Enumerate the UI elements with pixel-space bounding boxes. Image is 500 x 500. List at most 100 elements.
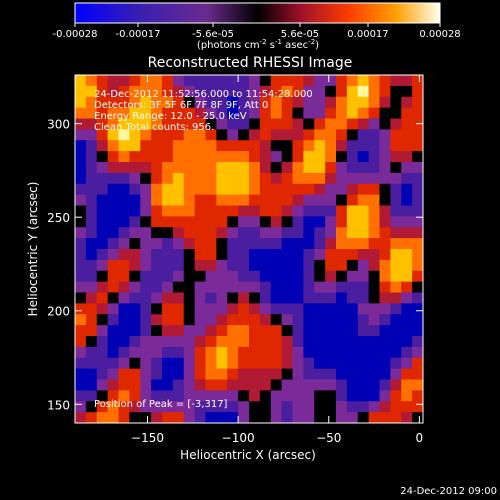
heatmap-cell <box>238 85 250 98</box>
heatmap-cell <box>96 238 109 250</box>
heatmap-cell <box>216 194 228 206</box>
heatmap-cell <box>412 336 424 348</box>
heatmap-cell <box>140 281 152 293</box>
heatmap-cell <box>281 390 293 402</box>
heatmap-cell <box>401 259 413 272</box>
heatmap-cell <box>238 336 250 348</box>
heatmap-cell <box>85 172 98 185</box>
heatmap-cell <box>379 249 391 261</box>
heatmap-cell <box>75 346 87 359</box>
heatmap-cell <box>336 75 348 87</box>
heatmap-cell <box>205 129 217 141</box>
heatmap-cell <box>205 151 217 163</box>
heatmap-cell <box>292 379 304 391</box>
heatmap-cell <box>238 194 250 206</box>
heatmap-cell <box>151 118 163 130</box>
heatmap-cell <box>401 390 413 402</box>
heatmap-cell <box>249 336 261 348</box>
heatmap-cell <box>183 292 196 304</box>
heatmap-cell <box>227 85 239 98</box>
heatmap-cell <box>292 129 304 141</box>
heatmap-cell <box>270 129 283 141</box>
heatmap-cell <box>390 314 402 326</box>
heatmap-cell <box>183 390 196 402</box>
heatmap-cell <box>151 85 163 98</box>
heatmap-cell <box>140 401 152 413</box>
heatmap-cell <box>336 336 348 348</box>
heatmap-cell <box>107 357 119 370</box>
heatmap-cell <box>368 96 380 109</box>
heatmap-cell <box>216 292 228 304</box>
heatmap-cell <box>162 401 174 413</box>
heatmap-cell <box>249 238 261 250</box>
heatmap-cell <box>281 303 293 315</box>
heatmap-cell <box>270 357 283 370</box>
heatmap-cell <box>259 390 272 402</box>
heatmap-cell <box>357 183 370 196</box>
heatmap-cell <box>390 401 402 413</box>
heatmap-cell <box>151 379 163 391</box>
heatmap-cell <box>172 292 185 304</box>
heatmap-cell <box>270 379 283 391</box>
heatmap-cell <box>270 216 283 228</box>
heatmap-cell <box>227 118 239 130</box>
heatmap-cell <box>249 85 261 98</box>
heatmap-cell <box>129 238 141 250</box>
heatmap-cell <box>96 183 109 196</box>
info-energy-range: Energy Range: 12.0 - 25.0 keV <box>94 111 247 122</box>
heatmap-cell <box>379 390 391 402</box>
heatmap-cell <box>162 162 174 174</box>
heatmap-cell <box>346 227 359 239</box>
heatmap-cell <box>390 107 402 119</box>
heatmap-cell <box>368 336 380 348</box>
heatmap-cell <box>205 314 217 326</box>
heatmap-cell <box>249 140 261 152</box>
heatmap-cell <box>259 314 272 326</box>
heatmap-cell <box>140 96 152 109</box>
observation-info: 24-Dec-2012 11:52:56.000 to 11:54:28.000… <box>94 89 313 133</box>
heatmap-cell <box>162 259 174 272</box>
heatmap-cell <box>303 183 315 196</box>
heatmap-cell <box>96 270 109 283</box>
heatmap-cell <box>216 205 228 217</box>
heatmap-cell <box>75 336 87 348</box>
heatmap-cell <box>357 259 370 272</box>
heatmap-cell <box>379 259 391 272</box>
heatmap-cell <box>140 75 152 87</box>
heatmap-cell <box>346 172 359 185</box>
heatmap-cell <box>259 216 272 228</box>
heatmap-cell <box>162 238 174 250</box>
heatmap-cell <box>85 107 98 119</box>
heatmap-cell <box>314 346 326 359</box>
heatmap-cell <box>172 172 185 185</box>
heatmap-cell <box>379 281 391 293</box>
heatmap-cell <box>205 325 217 337</box>
heatmap-cell <box>118 259 130 272</box>
heatmap-cell <box>390 281 402 293</box>
heatmap-cell <box>401 183 413 196</box>
heatmap-cell <box>281 205 293 217</box>
heatmap-cell <box>357 118 370 130</box>
heatmap-cell <box>270 368 283 380</box>
heatmap-cell <box>85 270 98 283</box>
heatmap-cell <box>118 227 130 239</box>
heatmap-cell <box>107 205 119 217</box>
heatmap-cell <box>140 238 152 250</box>
heatmap-cell <box>357 140 370 152</box>
heatmap-cell <box>205 85 217 98</box>
heatmap-cell <box>216 325 228 337</box>
heatmap-cell <box>96 357 109 370</box>
heatmap-cell <box>346 107 359 119</box>
heatmap-cell <box>75 325 87 337</box>
heatmap-cell <box>183 129 196 141</box>
heatmap-cell <box>205 357 217 370</box>
heatmap-cell <box>281 379 293 391</box>
heatmap-cell <box>129 227 141 239</box>
heatmap-cell <box>325 216 337 228</box>
heatmap-cell <box>303 151 315 163</box>
heatmap-cell <box>183 205 196 217</box>
heatmap-cell <box>227 270 239 283</box>
heatmap-cell <box>314 259 326 272</box>
heatmap-cell <box>85 390 98 402</box>
heatmap-cell <box>346 357 359 370</box>
